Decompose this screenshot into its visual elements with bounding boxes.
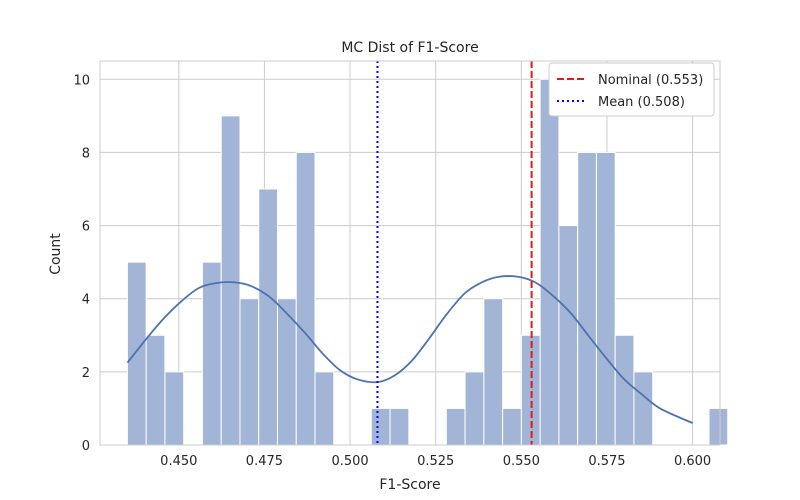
histogram-bar (295, 151, 316, 446)
x-tick-label: 0.450 (160, 454, 197, 469)
histogram-bar (614, 334, 635, 446)
histogram-bar (708, 407, 729, 446)
histogram-bar (314, 371, 335, 446)
y-tick-label: 10 (73, 73, 90, 88)
y-tick-labels: 0 2 4 6 8 10 (73, 73, 90, 454)
histogram-bar (370, 407, 391, 446)
y-tick-label: 2 (82, 366, 90, 381)
histogram-bar (464, 371, 485, 446)
reference-lines (376, 61, 533, 445)
histogram-bar (445, 407, 466, 446)
y-tick-label: 8 (82, 146, 90, 161)
x-axis-label: F1-Score (379, 477, 440, 493)
x-tick-label: 0.575 (588, 454, 625, 469)
y-tick-label: 4 (82, 293, 90, 308)
x-tick-label: 0.550 (503, 454, 540, 469)
histogram-bar (145, 334, 166, 446)
histogram-bar (483, 298, 504, 446)
histogram-bar (220, 115, 241, 446)
y-tick-label: 6 (82, 220, 90, 235)
legend-mean-label: Mean (0.508) (598, 95, 685, 110)
legend-nominal-label: Nominal (0.553) (598, 73, 703, 88)
histogram-bar (389, 407, 410, 446)
y-tick-label: 0 (82, 439, 90, 454)
kde-curve (126, 275, 693, 424)
x-tick-labels: 0.450 0.475 0.500 0.525 0.550 0.575 0.600 (160, 454, 711, 469)
histogram-bar (126, 261, 147, 446)
histogram-bar (633, 371, 654, 446)
histogram-bar (539, 78, 560, 446)
histogram-bar (595, 151, 616, 446)
histogram-bar (164, 371, 185, 446)
y-axis-label: Count (48, 233, 64, 275)
x-tick-label: 0.500 (331, 454, 368, 469)
kde-curve-layer (126, 275, 693, 424)
plot-frame (99, 60, 721, 446)
legend: Nominal (0.553) Mean (0.508) (548, 62, 715, 117)
legend-box (548, 62, 715, 117)
histogram-bar (577, 151, 597, 446)
histogram-bar (258, 188, 278, 446)
histogram-bars (126, 78, 729, 446)
x-tick-label: 0.600 (674, 454, 711, 469)
x-tick-label: 0.475 (246, 454, 283, 469)
x-tick-label: 0.525 (417, 454, 454, 469)
histogram-bar (502, 407, 522, 446)
histogram-bar (239, 298, 260, 446)
chart-title: MC Dist of F1-Score (341, 40, 478, 56)
histogram-bar (201, 261, 222, 446)
histogram-bar (558, 225, 579, 446)
